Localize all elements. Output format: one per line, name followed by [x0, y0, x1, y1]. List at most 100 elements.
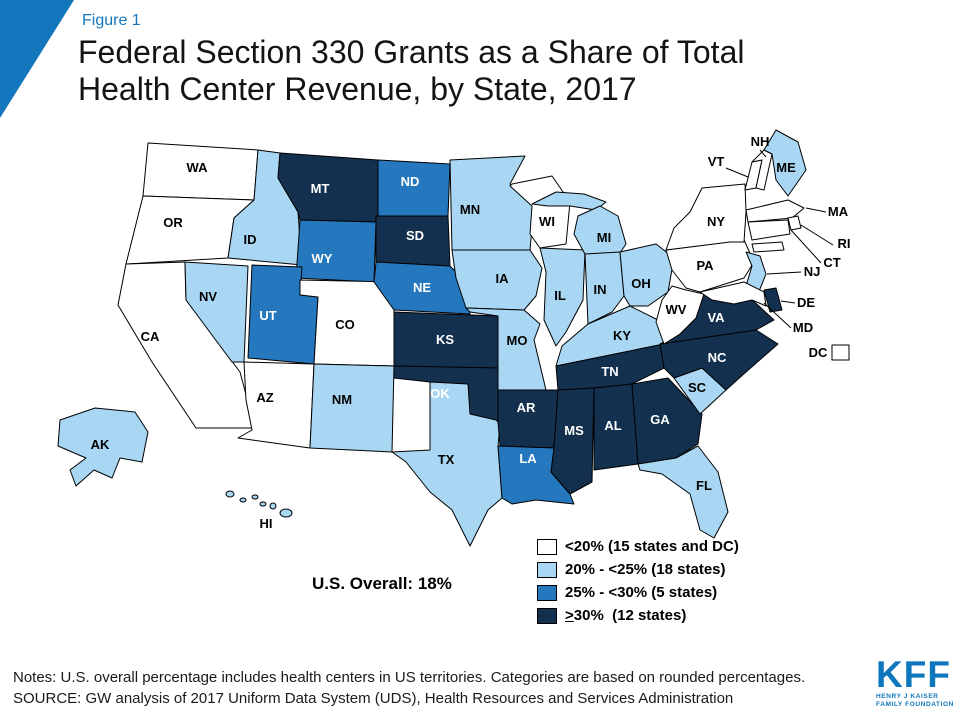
state-label-VA: VA	[707, 310, 725, 325]
state-label-FL: FL	[696, 478, 712, 493]
figure-title: Federal Section 330 Grants as a Share of…	[78, 34, 744, 108]
state-FL	[637, 445, 729, 539]
state-AR	[497, 389, 559, 449]
legend-label-lt20: <20% (15 states and DC)	[565, 538, 739, 555]
legend-label-20-25: 20% - <25% (18 states)	[565, 561, 726, 578]
state-label-OK: OK	[430, 386, 450, 401]
title-line-2: Health Center Revenue, by State, 2017	[78, 71, 637, 108]
state-MI	[573, 205, 627, 257]
callout-label-NJ: NJ	[804, 264, 821, 279]
state-label-NC: NC	[708, 350, 727, 365]
state-NM	[309, 363, 395, 453]
state-label-IA: IA	[496, 271, 510, 286]
state-label-OH: OH	[631, 276, 651, 291]
kff-corner-triangle	[0, 0, 74, 118]
state-NY-long-island	[751, 241, 785, 253]
state-HI	[259, 501, 267, 507]
state-label-TN: TN	[601, 364, 618, 379]
state-label-UT: UT	[259, 308, 276, 323]
state-label-TX: TX	[438, 452, 455, 467]
states-group	[57, 129, 850, 547]
state-label-NY: NY	[707, 214, 725, 229]
state-label-KY: KY	[613, 328, 631, 343]
state-label-KS: KS	[436, 332, 454, 347]
state-IA	[451, 249, 543, 311]
state-label-WI: WI	[539, 214, 555, 229]
state-HI	[269, 502, 277, 510]
legend-label-25-30: 25% - <30% (5 states)	[565, 584, 718, 601]
callout-line-DE	[780, 300, 796, 304]
state-label-CO: CO	[335, 317, 355, 332]
state-MD	[699, 281, 767, 307]
state-NE	[373, 261, 471, 315]
state-label-WV: WV	[666, 302, 687, 317]
state-label-NM: NM	[332, 392, 352, 407]
state-label-WY: WY	[312, 251, 333, 266]
state-ME	[763, 129, 807, 197]
state-label-HI: HI	[260, 516, 273, 531]
state-label-SD: SD	[406, 228, 424, 243]
state-NY	[665, 183, 747, 251]
state-HI	[225, 490, 235, 498]
callout-label-DE: DE	[797, 295, 815, 310]
notes-line: Notes: U.S. overall percentage includes …	[13, 669, 806, 686]
state-HI	[251, 494, 259, 500]
us-overall-text: U.S. Overall: 18%	[312, 574, 452, 593]
state-label-MS: MS	[564, 423, 584, 438]
state-OH	[619, 243, 675, 307]
state-label-ME: ME	[776, 160, 796, 175]
callout-label-MA: MA	[828, 204, 849, 219]
state-label-MI: MI	[597, 230, 611, 245]
state-label-NE: NE	[413, 280, 431, 295]
state-label-NV: NV	[199, 289, 217, 304]
legend-row-25-30: 25% - <30% (5 states)	[537, 581, 739, 604]
legend-row-gte30: >30% (12 states)	[537, 604, 739, 627]
state-label-AK: AK	[91, 437, 110, 452]
source-line: SOURCE: GW analysis of 2017 Uniform Data…	[13, 689, 734, 707]
callout-label-DC: DC	[809, 345, 828, 360]
state-IN	[584, 251, 625, 325]
state-label-CA: CA	[141, 329, 160, 344]
kff-logo-text: KFF	[876, 654, 951, 695]
state-label-ID: ID	[244, 232, 257, 247]
state-HI	[239, 497, 247, 503]
state-label-AR: AR	[517, 400, 536, 415]
legend-swatch-25-30	[537, 584, 557, 601]
map-legend: <20% (15 states and DC) 20% - <25% (18 s…	[537, 535, 739, 627]
state-DE	[763, 287, 783, 313]
state-label-MN: MN	[460, 202, 480, 217]
callout-label-NH: NH	[751, 134, 770, 149]
state-label-OR: OR	[163, 215, 183, 230]
kff-logo-subtext-2: FAMILY FOUNDATION	[876, 701, 954, 709]
state-HI	[279, 508, 293, 518]
callout-label-MD: MD	[793, 320, 813, 335]
legend-swatch-20-25	[537, 561, 557, 578]
state-CT	[747, 219, 791, 241]
legend-row-lt20: <20% (15 states and DC)	[537, 535, 739, 558]
state-AZ	[237, 361, 315, 449]
kff-logo-subtext-1: HENRY J KAISER	[876, 693, 939, 700]
state-label-AL: AL	[604, 418, 621, 433]
state-label-WA: WA	[187, 160, 209, 175]
state-label-LA: LA	[519, 451, 537, 466]
state-label-GA: GA	[650, 412, 670, 427]
legend-label-gte30: >30% (12 states)	[565, 607, 686, 624]
title-line-1: Federal Section 330 Grants as a Share of…	[78, 34, 745, 70]
state-NV	[184, 261, 249, 363]
callout-line-NJ	[766, 271, 802, 275]
callout-line-NH	[759, 149, 767, 158]
legend-row-20-25: 20% - <25% (18 states)	[537, 558, 739, 581]
legend-swatch-lt20	[537, 538, 557, 555]
state-label-IN: IN	[594, 282, 607, 297]
callout-labels: NH VT MA RI CT NJ DE MD DC	[708, 134, 851, 360]
callout-lines	[725, 149, 834, 329]
state-label-PA: PA	[696, 258, 714, 273]
state-IL	[539, 247, 586, 347]
callout-line-RI	[800, 224, 834, 246]
geq-symbol: >	[565, 607, 574, 624]
state-label-AZ: AZ	[256, 390, 273, 405]
callout-label-CT: CT	[823, 255, 840, 270]
state-NC	[659, 329, 779, 391]
callout-line-MD	[763, 302, 792, 329]
callout-line-VT	[725, 167, 749, 178]
